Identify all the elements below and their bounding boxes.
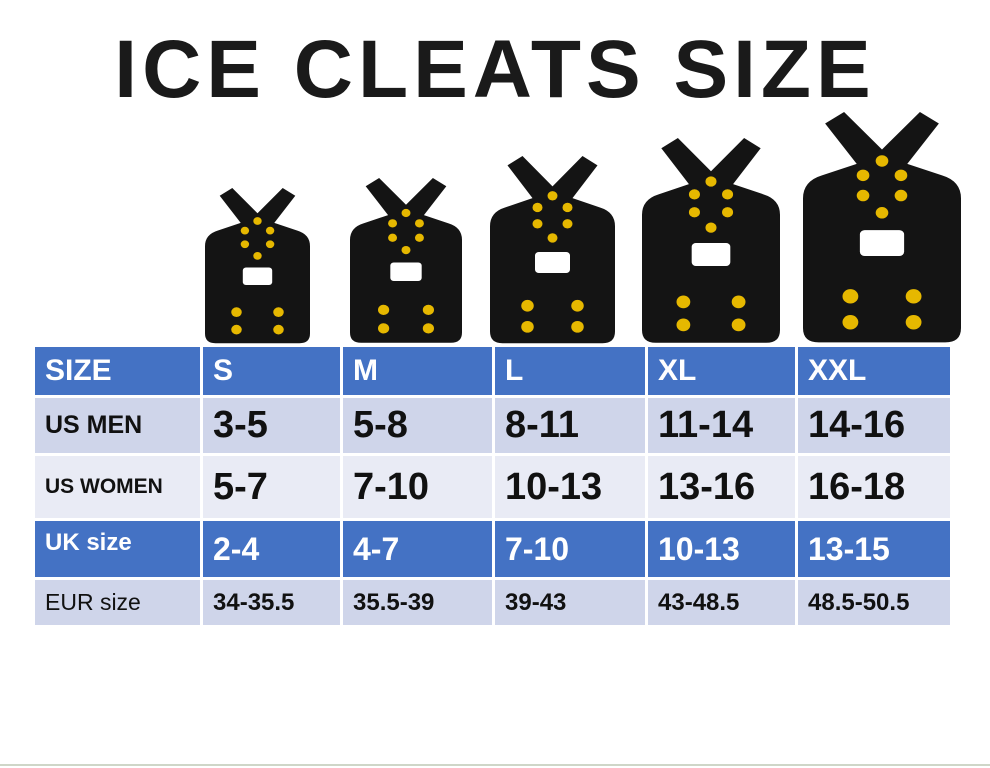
size-cell: 10-13 bbox=[495, 456, 645, 518]
size-cell: 8-11 bbox=[495, 398, 645, 453]
divider bbox=[0, 764, 990, 766]
size-cell: 16-18 bbox=[798, 456, 950, 518]
header-cell: XXL bbox=[798, 347, 950, 395]
header-cell: SIZE bbox=[35, 347, 200, 395]
size-cell: 4-7 bbox=[343, 521, 492, 577]
size-cell: 7-10 bbox=[495, 521, 645, 577]
size-cell: 34-35.5 bbox=[203, 580, 340, 625]
size-cell: 43-48.5 bbox=[648, 580, 795, 625]
title: ICE CLEATS SIZE bbox=[114, 24, 876, 115]
row-label: US WOMEN bbox=[35, 456, 200, 518]
size-cell: 13-16 bbox=[648, 456, 795, 518]
row-label: UK size bbox=[35, 521, 200, 577]
size-cell: 14-16 bbox=[798, 398, 950, 453]
size-cell: 3-5 bbox=[203, 398, 340, 453]
size-cell: 48.5-50.5 bbox=[798, 580, 950, 625]
size-cell: 11-14 bbox=[648, 398, 795, 453]
header-cell: L bbox=[495, 347, 645, 395]
cleat-images bbox=[205, 112, 961, 344]
row-label: EUR size bbox=[35, 580, 200, 625]
size-cell: 13-15 bbox=[798, 521, 950, 577]
header-cell: M bbox=[343, 347, 492, 395]
row-label: US MEN bbox=[35, 398, 200, 453]
size-cell: 2-4 bbox=[203, 521, 340, 577]
size-cell: 35.5-39 bbox=[343, 580, 492, 625]
size-cell: 5-7 bbox=[203, 456, 340, 518]
header-cell: S bbox=[203, 347, 340, 395]
size-cell: 39-43 bbox=[495, 580, 645, 625]
header-cell: XL bbox=[648, 347, 795, 395]
size-cell: 5-8 bbox=[343, 398, 492, 453]
size-cell: 7-10 bbox=[343, 456, 492, 518]
size-cell: 10-13 bbox=[648, 521, 795, 577]
